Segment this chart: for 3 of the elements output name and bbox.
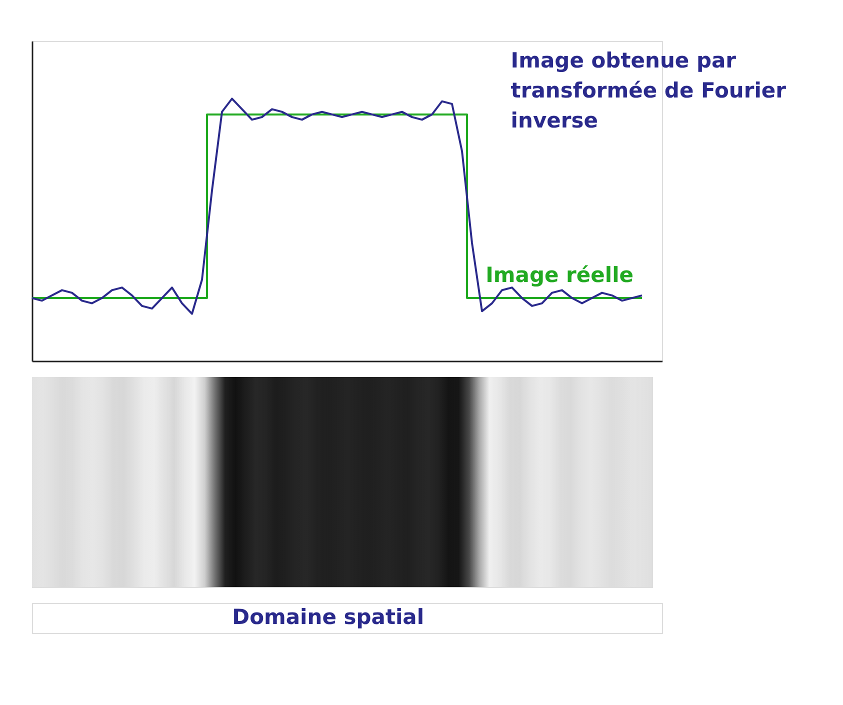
- text: Domaine spatial: [232, 605, 424, 629]
- text: Image obtenue par transformée de Fourier inverse: [510, 48, 787, 133]
- series-label: Image réelle: [486, 263, 634, 287]
